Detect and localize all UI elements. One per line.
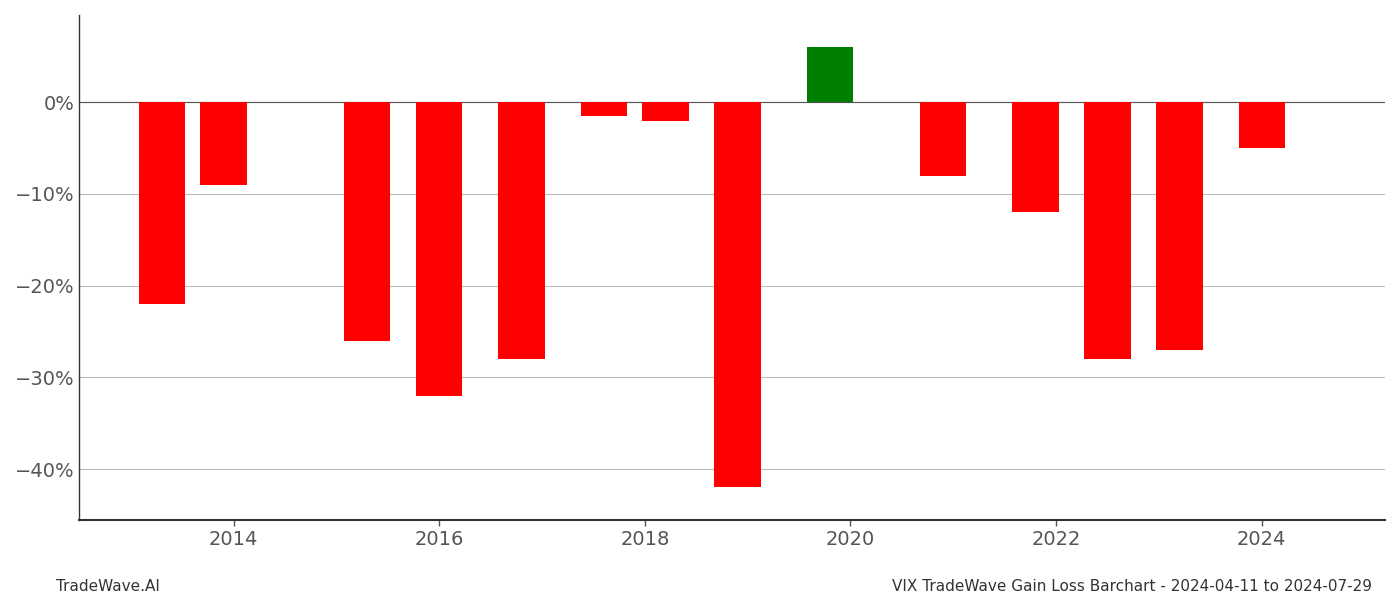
Bar <box>200 102 246 185</box>
Bar <box>1239 102 1285 148</box>
Bar <box>344 102 391 341</box>
Bar <box>498 102 545 359</box>
Bar <box>1012 102 1058 212</box>
Bar <box>581 102 627 116</box>
Bar <box>1085 102 1131 359</box>
Bar <box>714 102 760 487</box>
Bar <box>1156 102 1203 350</box>
Bar <box>920 102 966 176</box>
Text: VIX TradeWave Gain Loss Barchart - 2024-04-11 to 2024-07-29: VIX TradeWave Gain Loss Barchart - 2024-… <box>892 579 1372 594</box>
Bar <box>139 102 185 304</box>
Bar <box>643 102 689 121</box>
Text: TradeWave.AI: TradeWave.AI <box>56 579 160 594</box>
Bar <box>806 47 853 102</box>
Bar <box>416 102 462 396</box>
